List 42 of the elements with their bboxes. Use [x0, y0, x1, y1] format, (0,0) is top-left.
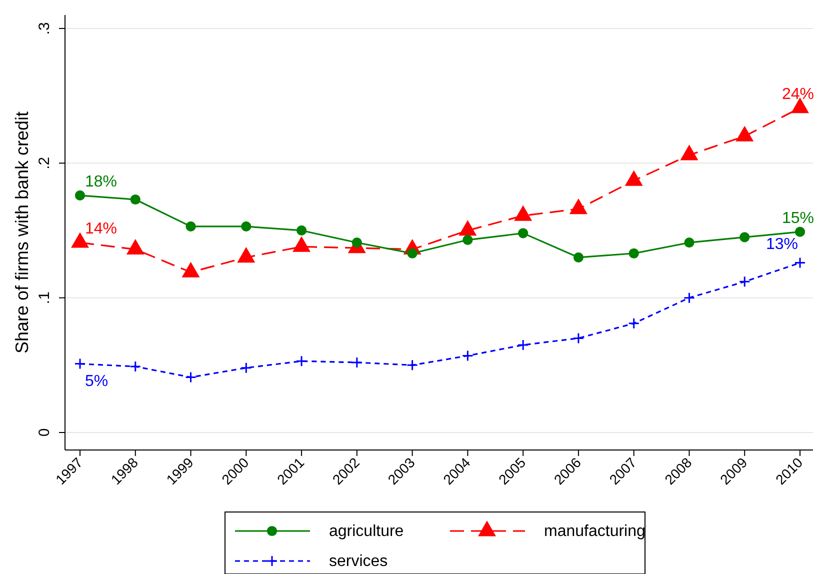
legend-label: manufacturing: [544, 523, 646, 540]
point: [462, 350, 474, 362]
point: [296, 225, 307, 236]
point: [517, 339, 529, 351]
point: [684, 238, 694, 248]
point: [185, 372, 197, 384]
legend-label: services: [329, 553, 388, 570]
annotation: 18%: [85, 173, 118, 190]
point: [406, 359, 418, 371]
point: [186, 221, 196, 232]
annotation: 13%: [766, 236, 798, 253]
point: [352, 238, 362, 248]
point: [518, 228, 528, 238]
annotation: 5%: [85, 372, 108, 390]
point: [240, 362, 252, 374]
y-tick-label: .1: [36, 292, 53, 304]
point: [74, 358, 86, 370]
point: [351, 356, 363, 368]
point: [130, 194, 140, 205]
point: [407, 248, 418, 258]
point: [573, 252, 584, 262]
legend-label: agriculture: [329, 523, 404, 540]
y-tick-label: 0: [36, 428, 53, 437]
point: [738, 276, 750, 288]
point: [130, 360, 142, 372]
point: [794, 257, 806, 269]
point: [241, 221, 252, 232]
point: [794, 226, 806, 237]
y-axis-title: Share of firms with bank credit: [12, 111, 32, 354]
point: [628, 318, 640, 330]
annotation: 24%: [782, 86, 814, 103]
point: [296, 355, 308, 367]
y-tick-label: .2: [36, 156, 53, 170]
y-tick-label: .3: [36, 22, 53, 35]
point: [572, 332, 584, 344]
point: [740, 232, 750, 242]
point: [462, 234, 473, 245]
annotation: 14%: [85, 220, 118, 238]
point: [74, 190, 86, 200]
point: [628, 248, 639, 258]
point: [683, 292, 695, 304]
annotation: 15%: [782, 210, 814, 227]
